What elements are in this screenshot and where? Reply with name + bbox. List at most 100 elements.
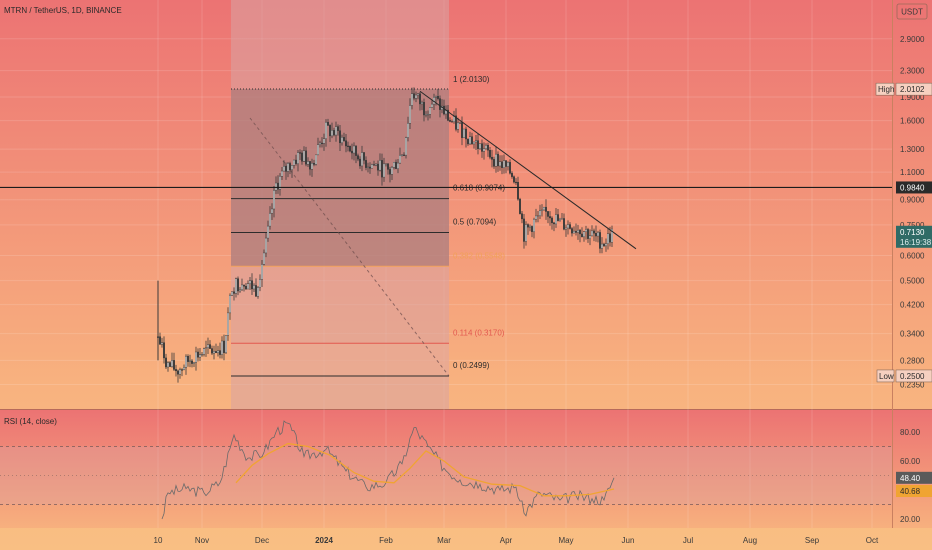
trendline [419,90,637,250]
candle-body [429,107,432,115]
candle-body [479,143,482,149]
candle-body [341,137,344,144]
candle-body [483,148,486,152]
candle-body [287,163,290,172]
candle-body [369,166,372,169]
candle-body [421,102,424,105]
y-tick-label: 0.5000 [900,277,925,286]
candle-body [323,138,326,144]
fib-label: 0 (0.2499) [453,361,490,370]
candle-body [178,369,181,375]
candle-body [202,348,205,355]
x-tick-label: Mar [437,536,451,545]
candle-body [259,279,262,288]
candle-body [443,105,446,115]
candle-body [168,362,171,367]
candle-body [315,154,318,165]
low-value-box [895,369,932,383]
candle-body [581,233,584,238]
candle-body [327,122,330,126]
candle-body [226,312,229,336]
y-tick-label: 1.3000 [900,145,925,154]
candle-body [158,336,161,345]
x-tick-label: 10 [154,536,163,545]
candle-body [533,219,536,232]
candle-body [261,264,264,280]
candle-body [609,233,612,243]
candle-body [176,370,179,375]
x-tick-label: 2024 [315,536,333,545]
candle-body [303,150,306,162]
candle-body [459,122,462,124]
candle-body [393,161,396,168]
candle-body [333,130,336,136]
candle-body [383,163,386,178]
candle-body [395,161,398,169]
candle-body [403,154,406,156]
candles [156,87,614,383]
high-tag-box [875,82,895,96]
low-tag-label: Low [879,372,894,381]
high-value-box [895,82,932,96]
candle-body [367,166,370,168]
price-axis: 2.9000 2.3000 1.9000 1.6000 1.3000 1.1000 0.90… [900,35,925,390]
candle-body [519,198,522,214]
level-tag-box [896,181,932,194]
candle-body [415,94,418,99]
candle-body [361,152,364,167]
candle-body [357,155,360,160]
candle-body [503,160,506,168]
candle-body [567,224,570,229]
candle-body [218,350,221,355]
candle-body [337,126,340,131]
candle-body [595,233,598,237]
candle-body [571,228,574,234]
candle-body [391,167,394,175]
candle-body [579,229,582,235]
candle-body [331,130,334,137]
last-price-box [896,225,932,248]
currency-label: USDT [901,8,923,17]
fib-label: 0.618 (0.9074) [453,184,505,193]
y-tick-label: 2.3000 [900,67,925,76]
candle-body [543,206,546,211]
fib-label: 1 (2.0130) [453,75,490,84]
rsi-ma-value-box [896,485,932,498]
candle-body [295,159,298,164]
rsi-pane [0,420,892,520]
y-tick-label: 1.6000 [900,117,925,126]
candle-body [381,160,384,178]
y-tick-label: 1.1000 [900,168,925,177]
candle-body [413,93,416,99]
currency-button[interactable] [896,3,928,20]
candle-body [425,114,428,116]
candle-body [603,243,606,247]
candle-body [319,142,322,145]
candle-body [190,360,193,364]
candle-body [481,143,484,152]
y-tick-label: 0.6000 [900,252,925,261]
candle-body [216,350,219,354]
level-tag-value: 0.9840 [900,183,925,192]
candle-body [289,163,292,170]
candle-body [507,162,510,167]
low-tag-box [876,369,895,383]
candle-body [240,284,243,291]
candle-body [417,93,420,96]
candle-body [551,217,554,224]
high-value: 2.0102 [900,85,925,94]
candle-body [535,215,538,220]
candle-body [254,285,257,297]
candle-body [399,155,402,164]
candle-body [204,347,207,349]
candle-body [491,156,494,160]
candle-body [174,369,177,372]
rsi-ma-line [235,442,615,497]
x-tick-label: May [558,536,573,545]
candle-body [549,216,552,219]
high-tag-label: High [878,85,894,94]
y-tick-label: 0.7500 [900,221,925,230]
